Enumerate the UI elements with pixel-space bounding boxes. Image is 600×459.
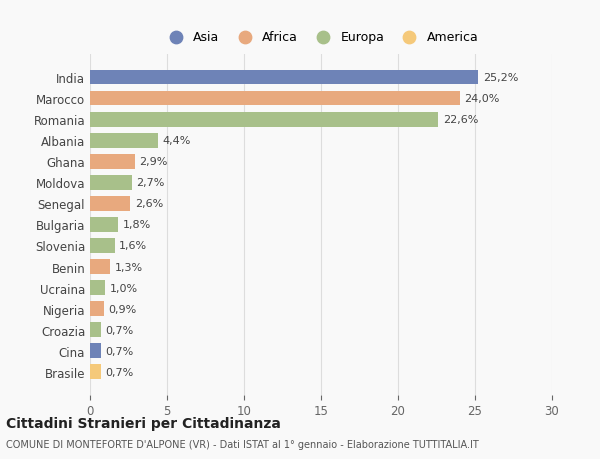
Text: 25,2%: 25,2%: [482, 73, 518, 83]
Text: 0,7%: 0,7%: [106, 367, 134, 377]
Bar: [90, 260, 110, 274]
Text: 1,0%: 1,0%: [110, 283, 138, 293]
Text: 2,9%: 2,9%: [139, 157, 167, 167]
Text: 2,7%: 2,7%: [136, 178, 164, 188]
Bar: [90, 134, 158, 148]
Text: COMUNE DI MONTEFORTE D'ALPONE (VR) - Dati ISTAT al 1° gennaio - Elaborazione TUT: COMUNE DI MONTEFORTE D'ALPONE (VR) - Dat…: [6, 440, 479, 449]
Bar: [90, 239, 115, 253]
Text: 0,7%: 0,7%: [106, 346, 134, 356]
Text: 4,4%: 4,4%: [163, 136, 191, 146]
Legend: Asia, Africa, Europa, America: Asia, Africa, Europa, America: [160, 28, 482, 48]
Bar: [90, 196, 130, 211]
Text: 0,7%: 0,7%: [106, 325, 134, 335]
Bar: [90, 344, 101, 358]
Bar: [90, 364, 101, 379]
Text: 2,6%: 2,6%: [134, 199, 163, 209]
Text: 0,9%: 0,9%: [109, 304, 137, 314]
Text: 1,6%: 1,6%: [119, 241, 148, 251]
Bar: [90, 218, 118, 232]
Bar: [90, 71, 478, 85]
Bar: [90, 302, 104, 316]
Bar: [90, 112, 438, 127]
Text: Cittadini Stranieri per Cittadinanza: Cittadini Stranieri per Cittadinanza: [6, 416, 281, 430]
Bar: [90, 155, 134, 169]
Text: 24,0%: 24,0%: [464, 94, 500, 104]
Bar: [90, 280, 106, 295]
Text: 1,8%: 1,8%: [122, 220, 151, 230]
Bar: [90, 323, 101, 337]
Bar: [90, 175, 131, 190]
Bar: [90, 91, 460, 106]
Text: 1,3%: 1,3%: [115, 262, 143, 272]
Text: 22,6%: 22,6%: [443, 115, 478, 125]
